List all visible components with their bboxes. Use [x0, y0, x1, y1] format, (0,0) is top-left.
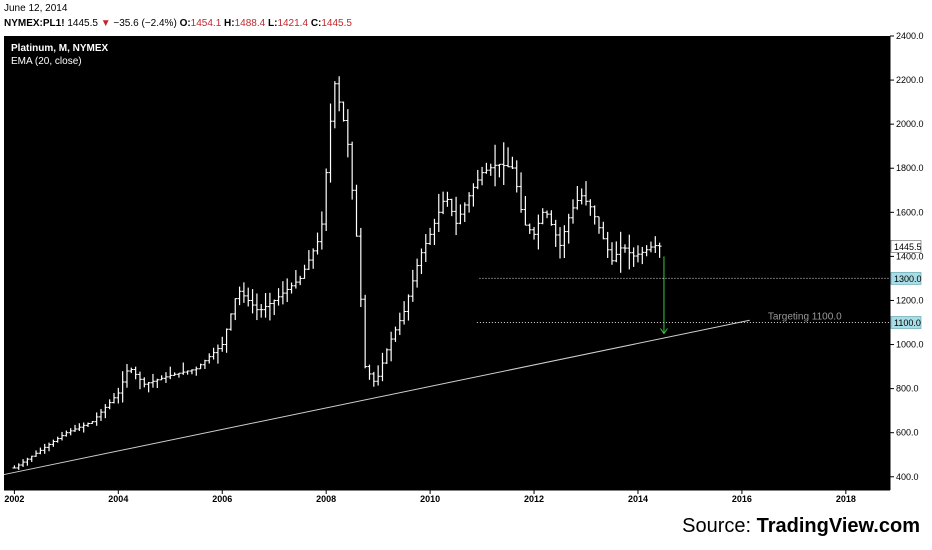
close-label: C:	[310, 18, 322, 29]
plot-background	[4, 36, 890, 490]
high-value: 1488.4	[234, 18, 266, 29]
y-tick-label: 1400.0	[896, 251, 924, 261]
x-tick-label: 2014	[628, 494, 648, 504]
symbol-label[interactable]: NYMEX:PL1!	[4, 18, 65, 29]
target-arrow-head	[660, 328, 668, 335]
price-change: −35.6 (−2.4%)	[113, 18, 177, 29]
x-tick-label: 2004	[108, 494, 128, 504]
quote-line: NYMEX:PL1! 1445.5 ▼ −35.6 (−2.4%) O:1454…	[4, 18, 352, 29]
targeting-annotation: Targeting 1100.0	[768, 312, 842, 323]
open-label: O:	[179, 18, 191, 29]
level-1100-badge: 1100.0	[894, 318, 921, 328]
y-tick-label: 1000.0	[896, 340, 924, 350]
last-price: 1445.5	[67, 18, 98, 29]
x-tick-label: 2012	[524, 494, 544, 504]
y-tick-label: 1800.0	[896, 163, 924, 173]
y-tick-label: 1600.0	[896, 207, 924, 217]
legend-indicator: EMA (20, close)	[11, 56, 82, 67]
low-label: L:	[267, 18, 278, 29]
y-tick-label: 2000.0	[896, 119, 924, 129]
y-axis[interactable]: 400.0 600.0 800.0 1000.0 1200.0 1400.0 1600.0 1…	[889, 31, 924, 490]
down-arrow-icon: ▼	[100, 18, 111, 29]
chart-header: June 12, 2014 NYMEX:PL1! 1445.5 ▼ −35.6 …	[4, 2, 904, 36]
chart-date: June 12, 2014	[4, 3, 68, 14]
y-tick-label: 2400.0	[896, 31, 924, 41]
x-tick-label: 2008	[316, 494, 336, 504]
x-tick-label: 2006	[212, 494, 232, 504]
legend-title: Platinum, M, NYMEX	[11, 43, 109, 54]
source-prefix: Source:	[682, 515, 757, 537]
source-credit: Source: TradingView.com	[682, 515, 920, 538]
x-tick-label: 2002	[4, 494, 24, 504]
open-value: 1454.1	[190, 18, 222, 29]
x-tick-label: 2018	[836, 494, 856, 504]
x-axis[interactable]: 2002 2004 2006 2008 2010 2012 2014 2016 2018	[4, 489, 890, 504]
y-tick-label: 1200.0	[896, 295, 924, 305]
price-bars	[12, 76, 662, 470]
level-1300-badge-box	[890, 272, 922, 285]
chart-overlays: Targeting 1100.0 1445.5 1300.0 1100.0	[3, 240, 922, 476]
trend-line	[3, 319, 750, 476]
close-value: 1445.5	[321, 18, 352, 29]
high-label: H:	[224, 18, 235, 29]
y-tick-label: 400.0	[896, 472, 919, 482]
y-tick-label: 600.0	[896, 428, 919, 438]
level-1300-badge: 1300.0	[894, 274, 922, 284]
y-tick-label: 800.0	[896, 384, 919, 394]
y-tick-label: 2200.0	[896, 75, 924, 85]
last-price-badge-box	[890, 240, 922, 253]
x-tick-label: 2016	[732, 494, 752, 504]
x-tick-label: 2010	[420, 494, 440, 504]
last-price-badge: 1445.5	[894, 242, 922, 252]
low-value: 1421.4	[277, 18, 309, 29]
level-1100-badge-box	[890, 316, 922, 329]
source-brand[interactable]: TradingView.com	[756, 515, 920, 537]
